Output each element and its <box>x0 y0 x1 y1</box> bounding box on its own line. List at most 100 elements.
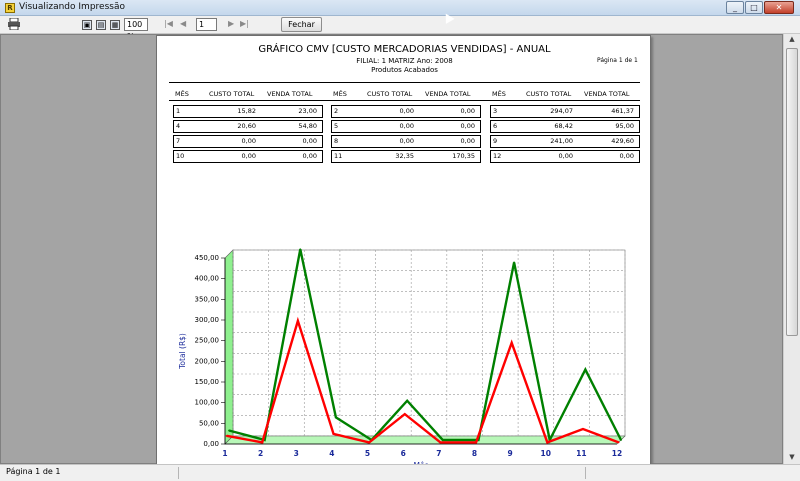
status-separator <box>585 467 586 479</box>
row-month: 9 <box>493 137 498 145</box>
table-row <box>490 120 640 133</box>
zoom-percent-button[interactable]: ▦ <box>110 20 120 30</box>
x-tick-label: 5 <box>365 449 370 458</box>
row-cost: 0,00 <box>399 137 414 145</box>
zoom-width-button[interactable]: ▤ <box>96 20 106 30</box>
table-row <box>490 135 640 148</box>
y-tick-label: 100,00 <box>195 399 220 407</box>
row-month: 12 <box>493 152 502 160</box>
row-month: 7 <box>176 137 181 145</box>
col-header-sale: VENDA TOTAL <box>425 90 471 98</box>
data-point-venda <box>620 439 622 441</box>
data-point-custo <box>546 441 549 444</box>
y-tick-label: 200,00 <box>195 357 220 365</box>
x-tick-label: 11 <box>576 449 586 458</box>
row-month: 6 <box>493 122 498 130</box>
table-row <box>173 150 323 163</box>
row-month: 1 <box>176 107 181 115</box>
row-sale: 95,00 <box>615 122 634 130</box>
row-cost: 0,00 <box>558 152 573 160</box>
row-sale: 23,00 <box>298 107 317 115</box>
row-sale: 429,60 <box>611 137 634 145</box>
row-sale: 0,00 <box>460 137 475 145</box>
window-title: Visualizando Impressão <box>19 2 125 12</box>
status-page-info: Página 1 de 1 <box>6 467 61 476</box>
row-cost: 32,35 <box>395 152 414 160</box>
row-month: 5 <box>334 122 339 130</box>
series-line-custo <box>226 316 620 444</box>
vertical-scrollbar[interactable]: ▲ ▼ <box>783 34 800 464</box>
chart-back-wall <box>232 249 626 437</box>
divider <box>169 82 640 83</box>
table-row <box>490 150 640 163</box>
first-page-button[interactable]: |◀ <box>164 18 173 31</box>
data-point-custo <box>225 434 228 437</box>
y-tick-label: 400,00 <box>195 275 220 283</box>
next-page-button[interactable]: ▶ <box>228 18 234 31</box>
table-row <box>331 120 481 133</box>
status-separator <box>178 467 179 479</box>
x-tick-label: 6 <box>401 449 406 458</box>
data-point-custo <box>439 441 442 444</box>
chart-left-wall <box>224 249 234 445</box>
scroll-thumb[interactable] <box>786 48 798 336</box>
x-tick-label: 10 <box>541 449 551 458</box>
row-cost: 20,60 <box>237 122 256 130</box>
y-tick-label: 300,00 <box>195 316 220 324</box>
window-title-bar: R Visualizando Impressão _ □ ✕ <box>0 0 800 16</box>
data-point-venda <box>335 416 337 419</box>
y-tick-label: 150,00 <box>195 378 220 386</box>
row-sale: 0,00 <box>460 122 475 130</box>
zoom-page-button[interactable]: ▣ <box>82 20 92 30</box>
scroll-down-icon[interactable]: ▼ <box>789 453 795 461</box>
prev-page-icon: ◀ <box>180 19 187 28</box>
next-page-icon: ▶ <box>228 19 235 28</box>
table-row <box>490 105 640 118</box>
prev-page-button[interactable]: ◀ <box>180 18 186 31</box>
col-header-month: MÊS <box>333 90 347 98</box>
col-header-cost: CUSTO TOTAL <box>367 90 413 98</box>
close-preview-button[interactable]: Fechar <box>281 17 322 32</box>
app-icon: R <box>5 3 15 13</box>
zoom-input[interactable]: 100 % <box>124 18 148 41</box>
x-tick-label: 4 <box>329 449 334 458</box>
report-branch-year: FILIAL: 1 MATRIZ Ano: 2008 <box>356 57 453 65</box>
table-row <box>331 150 481 163</box>
y-axis-label: Total (R$) <box>178 333 187 370</box>
minimize-button[interactable]: _ <box>726 1 744 14</box>
row-month: 11 <box>334 152 343 160</box>
data-point-venda <box>441 439 444 441</box>
series-line-venda <box>228 249 623 444</box>
row-cost: 294,07 <box>550 107 573 115</box>
data-point-custo <box>261 441 264 444</box>
close-window-button[interactable]: ✕ <box>764 1 794 14</box>
maximize-button[interactable]: □ <box>745 1 763 14</box>
table-row <box>331 105 481 118</box>
last-page-icon: ▶| <box>240 19 249 28</box>
row-sale: 170,35 <box>452 152 475 160</box>
x-tick-label: 7 <box>436 449 441 458</box>
y-tick-label: 50,00 <box>199 419 219 427</box>
x-tick-label: 12 <box>612 449 622 458</box>
status-bar: Página 1 de 1 <box>0 464 800 481</box>
col-header-month: MÊS <box>175 90 189 98</box>
data-point-custo <box>617 441 620 444</box>
print-button[interactable] <box>8 17 20 31</box>
page-number-input[interactable]: 1 <box>196 18 217 31</box>
last-page-button[interactable]: ▶| <box>240 18 249 31</box>
zoom-width-icon: ▤ <box>97 21 105 29</box>
first-page-icon: |◀ <box>164 19 173 28</box>
col-header-month: MÊS <box>492 90 506 98</box>
document-viewport: GRÁFICO CMV [CUSTO MERCADORIAS VENDIDAS]… <box>0 34 783 466</box>
window-controls: _ □ ✕ <box>726 1 794 14</box>
y-tick-label: 450,00 <box>195 254 220 262</box>
row-sale: 0,00 <box>619 152 634 160</box>
data-point-custo <box>403 413 406 416</box>
row-month: 2 <box>334 107 339 115</box>
col-header-sale: VENDA TOTAL <box>584 90 630 98</box>
scroll-up-icon[interactable]: ▲ <box>789 35 795 43</box>
x-tick-label: 9 <box>507 449 512 458</box>
row-cost: 0,00 <box>399 122 414 130</box>
cmv-line-chart: 0,00 50,00 100,00 150,00 200,00 250,00 300,00 3… <box>178 248 626 466</box>
data-point-venda <box>406 399 409 402</box>
